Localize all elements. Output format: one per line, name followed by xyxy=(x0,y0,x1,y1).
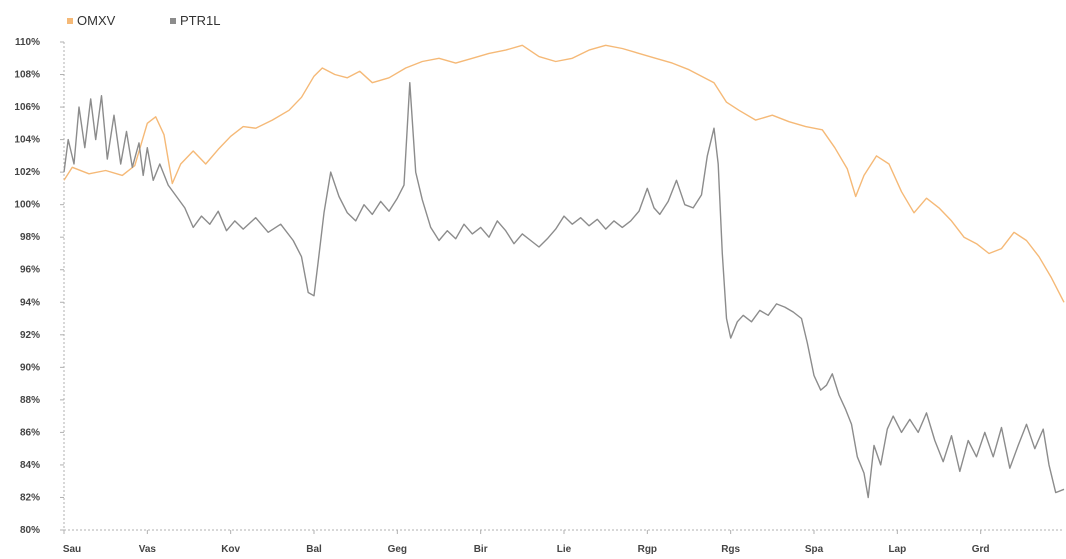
y-axis-ticks: 80% 82% 84% 86% 88% 90% 92% 94% 96% 98% 100% 102% 10… xyxy=(14,37,64,536)
y-tick-label: 102% xyxy=(14,167,40,178)
x-tick-label: Vas xyxy=(139,544,157,555)
y-tick-label: 94% xyxy=(20,297,40,308)
x-tick-label: Rgs xyxy=(721,544,740,555)
x-tick-label: Grd xyxy=(972,544,990,555)
legend-item-omxv: OMXV xyxy=(67,13,116,28)
x-tick-label: Bal xyxy=(306,544,322,555)
y-tick-label: 98% xyxy=(20,232,40,243)
series-line-omxv xyxy=(63,44,1065,303)
x-tick-label: Sau xyxy=(63,544,81,555)
y-tick-label: 104% xyxy=(14,135,40,146)
y-tick-label: 86% xyxy=(20,427,40,438)
y-tick-label: 92% xyxy=(20,330,40,341)
legend-item-ptr1l: PTR1L xyxy=(170,13,220,28)
x-tick-label: Geg xyxy=(388,544,407,555)
y-tick-label: 108% xyxy=(14,70,40,81)
legend-swatch-ptr1l xyxy=(170,18,176,24)
legend-label-ptr1l: PTR1L xyxy=(180,13,220,28)
x-tick-label: Kov xyxy=(221,544,240,555)
x-tick-label: Rgp xyxy=(638,544,657,555)
y-tick-label: 84% xyxy=(20,460,40,471)
y-tick-label: 90% xyxy=(20,362,40,373)
y-tick-label: 110% xyxy=(15,37,40,48)
x-tick-label: Bir xyxy=(474,544,488,555)
series-line-ptr1l xyxy=(63,82,1065,499)
y-tick-label: 82% xyxy=(20,492,40,503)
legend: OMXV PTR1L xyxy=(67,13,220,28)
y-tick-label: 88% xyxy=(20,395,40,406)
series-layer xyxy=(63,44,1065,499)
y-tick-label: 100% xyxy=(14,200,40,211)
y-tick-label: 96% xyxy=(20,265,40,276)
x-tick-label: Lie xyxy=(557,544,572,555)
legend-label-omxv: OMXV xyxy=(77,13,116,28)
x-axis-ticks: Sau Vas Kov Bal Geg Bir Lie Rgp Rgs Spa Lap Grd xyxy=(63,530,990,555)
legend-swatch-omxv xyxy=(67,18,73,24)
x-tick-label: Lap xyxy=(888,544,906,555)
x-tick-label: Spa xyxy=(805,544,824,555)
y-tick-label: 106% xyxy=(14,102,40,113)
y-tick-label: 80% xyxy=(20,525,40,536)
